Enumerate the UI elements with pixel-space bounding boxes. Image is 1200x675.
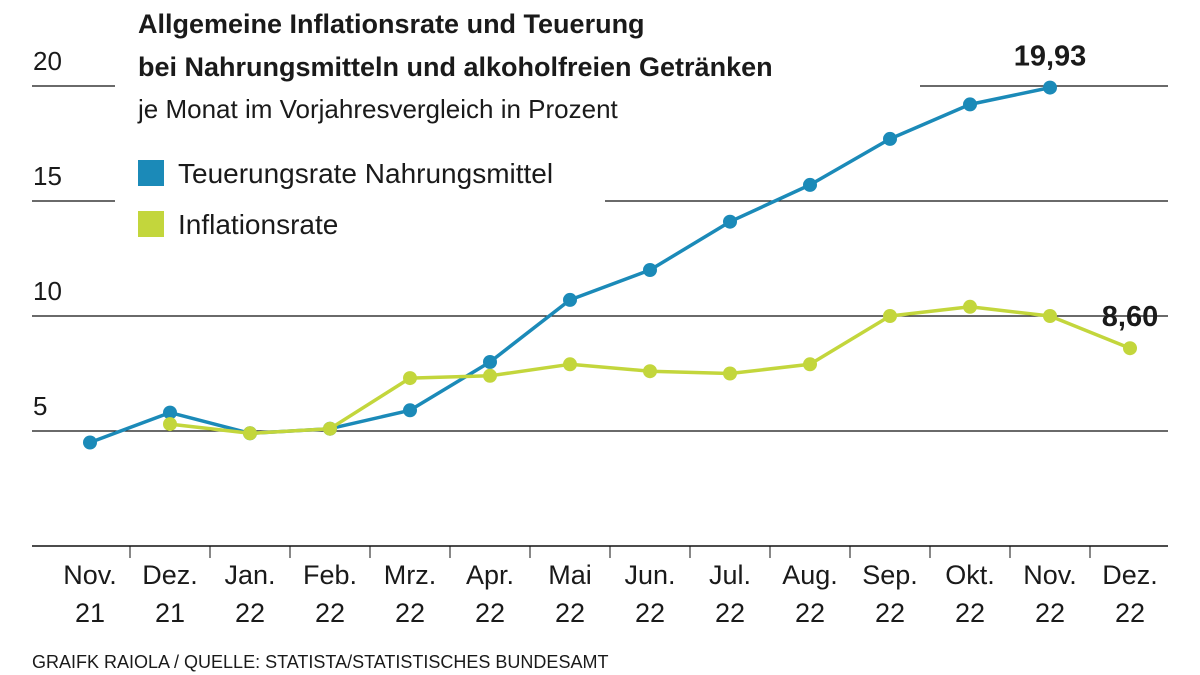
data-point xyxy=(643,364,657,379)
data-point xyxy=(803,357,817,372)
legend-background xyxy=(115,112,605,240)
x-tick-label: 22 xyxy=(555,598,585,628)
x-tick-label: Jun. xyxy=(624,560,675,590)
data-point xyxy=(403,403,417,418)
x-tick-label: Nov. xyxy=(63,560,117,590)
value-label: 19,93 xyxy=(1014,41,1087,73)
y-tick-label: 10 xyxy=(33,276,62,306)
x-tick-label: 22 xyxy=(795,598,825,628)
x-tick-label: 22 xyxy=(1035,598,1065,628)
y-tick-label: 15 xyxy=(33,161,62,191)
x-tick-label: Okt. xyxy=(945,560,995,590)
value-label: 8,60 xyxy=(1102,301,1158,333)
x-tick-label: Dez. xyxy=(142,560,198,590)
data-point xyxy=(83,435,97,450)
data-point xyxy=(883,131,897,146)
x-tick-label: 22 xyxy=(875,598,905,628)
x-tick-label: Dez. xyxy=(1102,560,1158,590)
x-tick-label: Jul. xyxy=(709,560,751,590)
y-tick-label: 20 xyxy=(33,46,62,76)
x-tick-label: Mrz. xyxy=(384,560,436,590)
x-tick-label: 22 xyxy=(715,598,745,628)
x-tick-label: Sep. xyxy=(862,560,918,590)
data-point xyxy=(723,366,737,381)
legend-label: Teuerungsrate Nahrungsmittel xyxy=(178,158,553,189)
y-tick-label: 5 xyxy=(33,391,47,421)
data-point xyxy=(803,177,817,192)
data-point xyxy=(323,421,337,436)
legend-swatch xyxy=(138,160,164,186)
data-point xyxy=(723,214,737,229)
data-point xyxy=(963,299,977,314)
data-point xyxy=(483,368,497,383)
chart-subtitle: je Monat im Vorjahresvergleich in Prozen… xyxy=(137,94,619,124)
data-point xyxy=(163,417,177,432)
data-point xyxy=(563,357,577,372)
data-point xyxy=(1123,341,1137,356)
data-point xyxy=(883,309,897,323)
data-point xyxy=(1043,80,1057,95)
x-tick-label: Jan. xyxy=(224,560,275,590)
data-point xyxy=(163,405,177,420)
data-point xyxy=(403,371,417,386)
data-point xyxy=(1043,309,1057,323)
x-tick-label: Nov. xyxy=(1023,560,1077,590)
x-tick-label: 22 xyxy=(1115,598,1145,628)
x-tick-label: Aug. xyxy=(782,560,838,590)
legend-label: Inflationsrate xyxy=(178,209,338,240)
x-tick-label: 22 xyxy=(475,598,505,628)
data-point xyxy=(243,426,257,441)
legend-swatch xyxy=(138,211,164,237)
data-point xyxy=(483,355,497,369)
x-tick-label: 22 xyxy=(395,598,425,628)
chart-title: Allgemeine Inflationsrate und Teuerung xyxy=(138,9,645,39)
data-point xyxy=(963,97,977,112)
x-tick-label: 21 xyxy=(75,598,105,628)
x-tick-label: 22 xyxy=(235,598,265,628)
x-tick-label: Apr. xyxy=(466,560,514,590)
x-tick-label: 21 xyxy=(155,598,185,628)
data-point xyxy=(563,292,577,307)
x-tick-label: 22 xyxy=(955,598,985,628)
x-tick-label: 22 xyxy=(315,598,345,628)
data-point xyxy=(643,263,657,277)
x-tick-label: Feb. xyxy=(303,560,357,590)
title-background xyxy=(115,0,920,112)
x-tick-label: 22 xyxy=(635,598,665,628)
chart-title: bei Nahrungsmitteln und alkoholfreien Ge… xyxy=(138,52,773,82)
x-tick-label: Mai xyxy=(548,560,592,590)
source: GRAIFK RAIOLA / QUELLE: STATISTA/STATIST… xyxy=(32,652,608,672)
